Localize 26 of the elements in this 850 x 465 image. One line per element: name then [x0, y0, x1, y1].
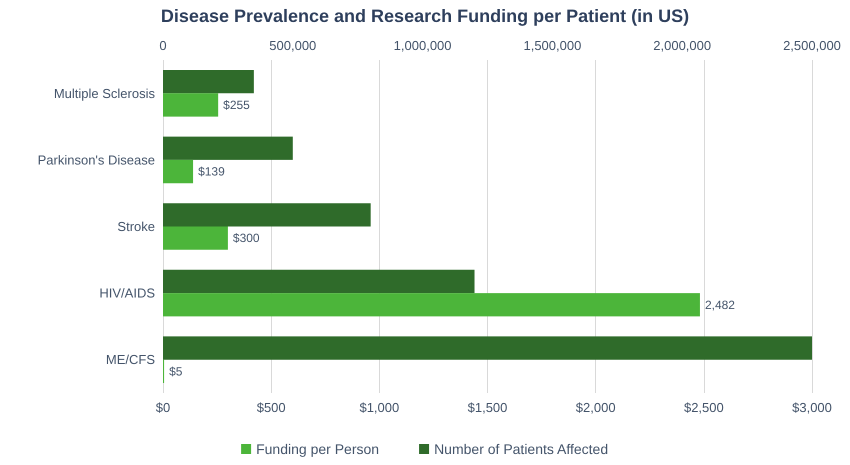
y-tick-label: Multiple Sclerosis [54, 86, 156, 101]
x-tick-label: $3,000 [792, 400, 832, 415]
x2-tick-label: 500,000 [269, 38, 316, 53]
x2-tick-label: 1,500,000 [523, 38, 582, 53]
data-label: $300 [232, 231, 260, 246]
y-tick-label: HIV/AIDS [99, 286, 156, 301]
x-tick-label: $1,500 [468, 400, 508, 415]
x-tick-label: $2,500 [684, 400, 724, 415]
x-tick-label: $0 [156, 400, 170, 415]
legend-label: Funding per Person [256, 441, 380, 457]
data-label: 2,482 [704, 298, 736, 312]
data-label: $5 [169, 364, 183, 378]
x2-tick-label: 2,000,000 [653, 38, 712, 53]
y-tick-label: ME/CFS [106, 352, 156, 368]
legend-label: Number of Patients Affected [434, 441, 608, 457]
x-tick-label: $1,000 [359, 400, 400, 415]
y-tick-label: Parkinson's Disease [38, 152, 155, 168]
y-tick-label: Stroke [117, 219, 155, 234]
x2-tick-label: 0 [159, 38, 167, 53]
x-tick-label: $500 [256, 400, 286, 415]
x2-tick-label: 1,000,000 [394, 38, 452, 53]
data-label: $255 [223, 98, 250, 112]
x2-tick-label: 2,500,000 [783, 38, 841, 53]
data-label: $139 [198, 164, 226, 179]
chart-title: Disease Prevalence and Research Funding per Patient (in US) [160, 6, 690, 26]
x-tick-label: $2,000 [576, 400, 616, 415]
